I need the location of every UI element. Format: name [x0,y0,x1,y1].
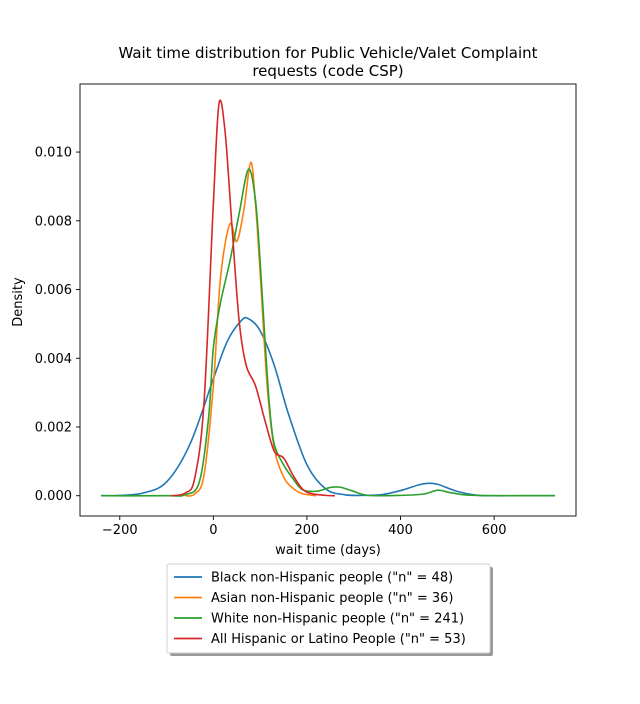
y-axis-label: Density [11,277,26,327]
y-tick-label: 0.004 [35,352,72,367]
x-tick-label: 600 [482,523,507,538]
series-line-3 [171,99,336,497]
series-line-0 [101,316,555,497]
series-line-2 [101,168,555,497]
x-tick-label: 200 [295,523,320,538]
y-tick-label: 0.002 [35,420,72,435]
legend-label-0: Black non-Hispanic people ("n" = 48) [211,571,453,586]
legend-label-1: Asian non-Hispanic people ("n" = 36) [211,591,454,606]
y-tick-label: 0.000 [35,489,72,504]
legend-label-2: White non-Hispanic people ("n" = 241) [211,612,464,627]
y-tick-label: 0.010 [35,146,72,161]
y-tick-label: 0.006 [35,283,72,298]
x-tick-label: −200 [102,523,138,538]
y-tick-label: 0.008 [35,214,72,229]
x-axis-label: wait time (days) [275,543,381,558]
chart-title-line-1: Wait time distribution for Public Vehicl… [118,44,537,62]
legend-label-3: All Hispanic or Latino People ("n" = 53) [211,632,466,647]
x-tick-label: 0 [209,523,217,538]
legend-box [166,563,491,654]
series-line-1 [185,161,317,497]
chart-title-line-2: requests (code CSP) [252,62,403,80]
plot-frame [79,83,577,517]
x-tick-label: 400 [388,523,413,538]
